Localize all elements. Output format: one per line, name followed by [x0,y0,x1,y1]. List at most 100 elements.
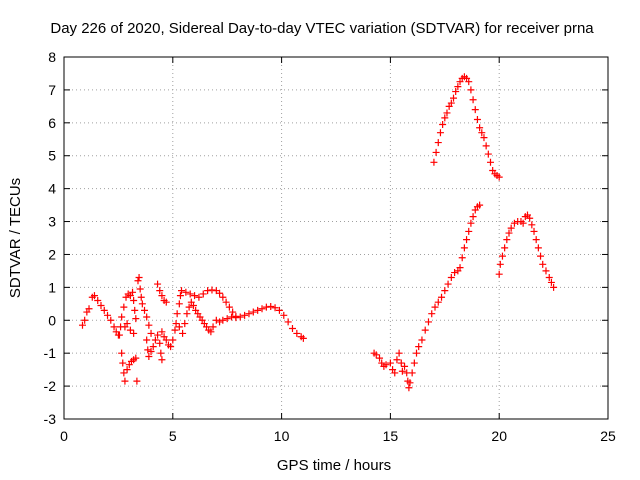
data-point [463,236,471,244]
data-point [498,252,506,260]
data-point [183,310,191,318]
data-point [207,328,215,336]
chart-title: Day 226 of 2020, Sidereal Day-to-day VTE… [50,20,594,37]
data-point [501,244,509,252]
y-axis-label: SDTVAR / TECUs [7,178,24,298]
data-point [156,339,164,347]
data-point [444,280,452,288]
data-point [441,114,449,122]
data-point [528,221,536,229]
data-point [141,306,149,314]
data-point [537,252,545,260]
data-point [209,323,217,331]
x-tick-label: 20 [491,428,507,444]
y-tick-label: 1 [48,279,56,295]
data-point [510,219,518,227]
data-point [110,323,118,331]
data-point [167,343,175,351]
y-tick-label: 3 [48,214,56,230]
data-point [131,306,139,314]
data-point [467,219,475,227]
data-point [81,316,89,324]
series-segment-1 [78,273,307,385]
data-point [175,323,183,331]
data-point [119,359,127,367]
data-point [137,293,145,301]
data-point [526,214,534,222]
data-point [382,361,390,369]
data-point [222,298,230,306]
data-point [428,310,436,318]
data-point [133,377,141,385]
y-tick-label: 4 [48,181,56,197]
y-tick-label: 5 [48,148,56,164]
marks-layer [78,73,558,392]
data-point [467,86,475,94]
data-point [469,96,477,104]
data-point [219,293,227,301]
data-point [397,359,405,367]
data-point [241,311,249,319]
data-point [476,124,484,132]
data-point [162,298,170,306]
data-point [288,325,296,332]
data-point [104,311,112,319]
data-point [199,290,207,298]
data-point [129,288,137,296]
data-point [503,236,511,244]
data-point [232,314,240,322]
data-point [225,303,233,311]
data-point [299,334,307,342]
data-point [115,331,123,339]
data-point [212,316,220,324]
data-point [249,308,257,316]
data-point [454,83,462,91]
series-segment-3 [430,73,503,181]
data-point [293,329,301,337]
data-point [145,321,153,329]
data-point [275,306,283,314]
data-point [386,359,394,367]
data-point [372,351,380,359]
data-point [284,318,292,326]
data-point [436,129,444,137]
x-tick-label: 5 [169,428,177,444]
y-tick-label: 6 [48,115,56,131]
data-point [236,313,244,321]
data-point [229,308,237,316]
data-point [130,297,138,305]
data-point [376,354,384,362]
data-point [415,343,423,351]
data-point [547,278,555,286]
data-point [480,134,488,142]
data-point [186,290,194,298]
data-point [120,369,128,377]
data-point [90,292,98,300]
data-point [471,106,479,114]
data-point [413,349,421,357]
y-tick-label: 2 [48,246,56,262]
data-point [418,336,426,344]
data-point [85,305,93,313]
data-point [154,331,162,339]
data-point [465,78,473,86]
data-point [154,280,162,288]
data-point [147,329,155,337]
data-point [405,384,413,392]
y-tick-label: -3 [44,411,57,427]
data-point [191,292,199,300]
data-point [120,303,128,311]
data-point [507,224,515,232]
data-point [208,286,216,294]
data-point [443,109,451,117]
y-tick-label: 0 [48,312,56,328]
data-point [223,315,231,323]
data-point [151,336,159,344]
data-point [195,293,203,301]
data-point [149,343,157,351]
data-point [456,264,464,272]
data-point [123,320,131,328]
data-point [450,94,458,102]
data-point [280,311,288,319]
data-point [476,201,484,209]
